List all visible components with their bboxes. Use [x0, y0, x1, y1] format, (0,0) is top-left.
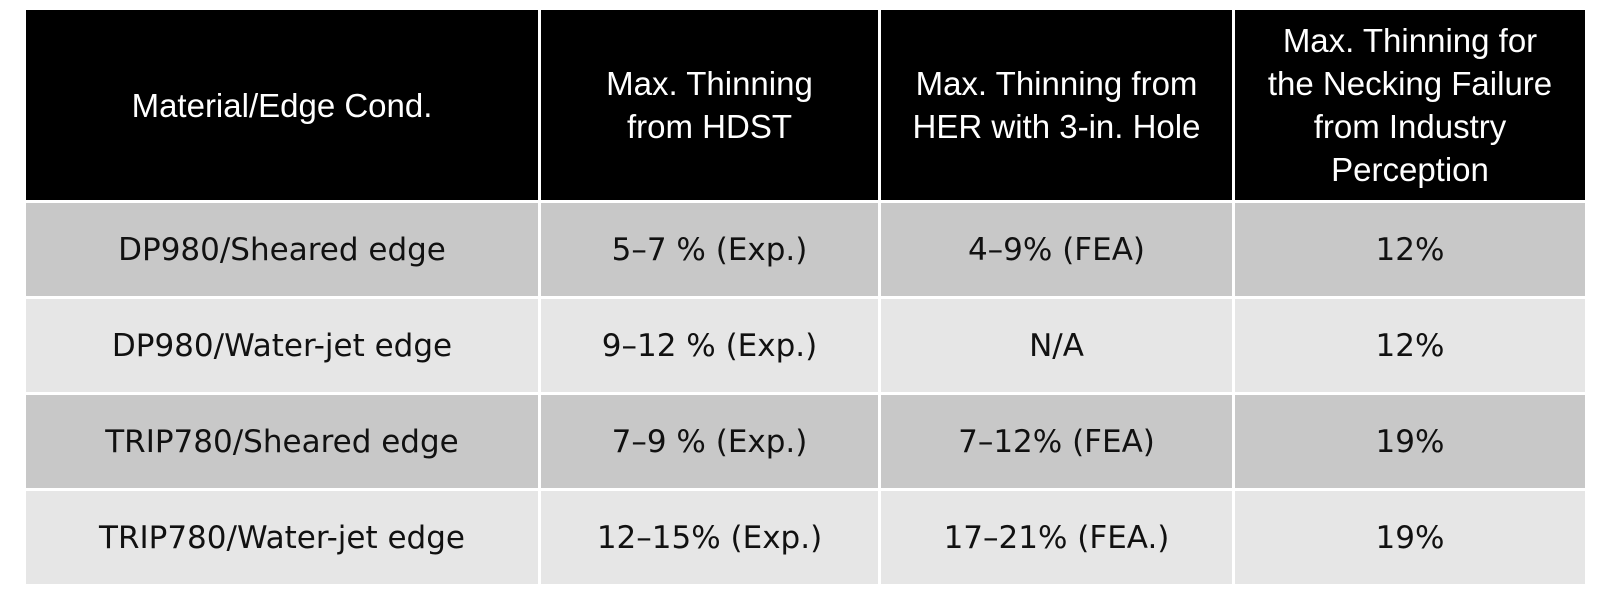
table-cell: 7–9 % (Exp.) — [541, 395, 878, 488]
header-line: Material/Edge Cond. — [131, 86, 433, 124]
table: Material/Edge Cond. Max. Thinning from HDS… — [26, 10, 1585, 584]
header-line: HER with 3-in. Hole — [912, 108, 1201, 145]
table-cell: 5–7 % (Exp.) — [541, 203, 878, 296]
table-cell: TRIP780/Water-jet edge — [26, 491, 538, 584]
header-cell: Max. Thinning from HDST — [541, 10, 878, 200]
table-cell: 9–12 % (Exp.) — [541, 299, 878, 392]
table-cell: 17–21% (FEA.) — [881, 491, 1232, 584]
header-line: Max. Thinning — [606, 65, 813, 102]
header-line: the Necking Failure — [1267, 65, 1553, 102]
header-line: Max. Thinning for — [1282, 22, 1538, 59]
header-cell: Max. Thinning from HER with 3-in. Hole — [881, 10, 1232, 200]
header-line: from HDST — [627, 108, 792, 145]
table-cell: TRIP780/Sheared edge — [26, 395, 538, 488]
header-line: Max. Thinning from — [915, 65, 1198, 102]
table-cell: 12–15% (Exp.) — [541, 491, 878, 584]
header-line: Perception — [1331, 151, 1489, 188]
table-cell: 4–9% (FEA) — [881, 203, 1232, 296]
header-cell: Max. Thinning for the Necking Failure from… — [1235, 10, 1585, 200]
table-cell: 7–12% (FEA) — [881, 395, 1232, 488]
table-cell: DP980/Water-jet edge — [26, 299, 538, 392]
table-cell: DP980/Sheared edge — [26, 203, 538, 296]
table-cell: 12% — [1235, 203, 1585, 296]
table-cell: 19% — [1235, 491, 1585, 584]
header-line: from Industry — [1313, 108, 1507, 145]
header-cell: Material/Edge Cond. — [26, 10, 538, 200]
table-cell: 12% — [1235, 299, 1585, 392]
table-cell: N/A — [881, 299, 1232, 392]
table-cell: 19% — [1235, 395, 1585, 488]
